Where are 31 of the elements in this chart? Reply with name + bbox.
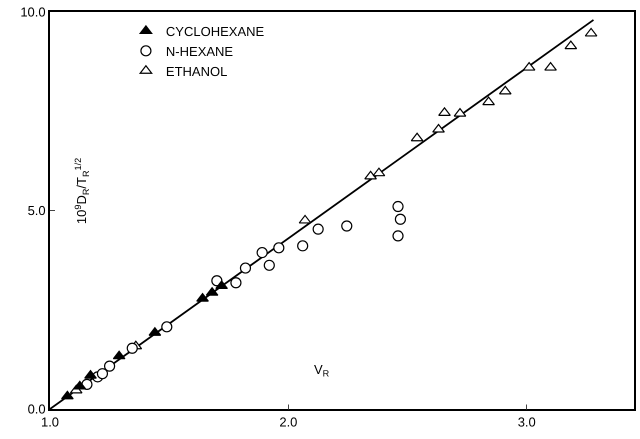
x-axis-title: V$_{R}$: [314, 362, 330, 379]
x-tick-label: 2.0: [279, 414, 298, 430]
point: [256, 246, 268, 258]
legend-label: ETHANOL: [166, 64, 228, 79]
point: [392, 230, 404, 242]
point: [432, 124, 445, 133]
y-tick-label: 0.0: [28, 402, 46, 417]
legend-label: CYCLOHEXANE: [166, 24, 264, 39]
point: [104, 360, 116, 372]
point: [522, 62, 536, 71]
x-tick-label: 1.0: [40, 414, 60, 430]
point: [298, 214, 312, 224]
point: [544, 62, 557, 71]
point: [215, 280, 228, 290]
point: [341, 220, 352, 232]
point: [297, 240, 308, 252]
point: [161, 321, 172, 332]
point: [240, 262, 252, 274]
y-tick-label: 5.0: [28, 203, 46, 218]
y-tick-label: 10.0: [20, 4, 46, 20]
point: [584, 28, 598, 37]
point: [392, 200, 404, 212]
point: [230, 277, 242, 288]
point: [394, 214, 406, 225]
point: [96, 368, 108, 380]
point: [273, 242, 284, 254]
legend-label: N-HEXANE: [166, 44, 234, 59]
point: [264, 260, 275, 271]
point: [126, 342, 138, 354]
point: [312, 224, 324, 235]
x-tick-label: 3.0: [518, 414, 536, 430]
